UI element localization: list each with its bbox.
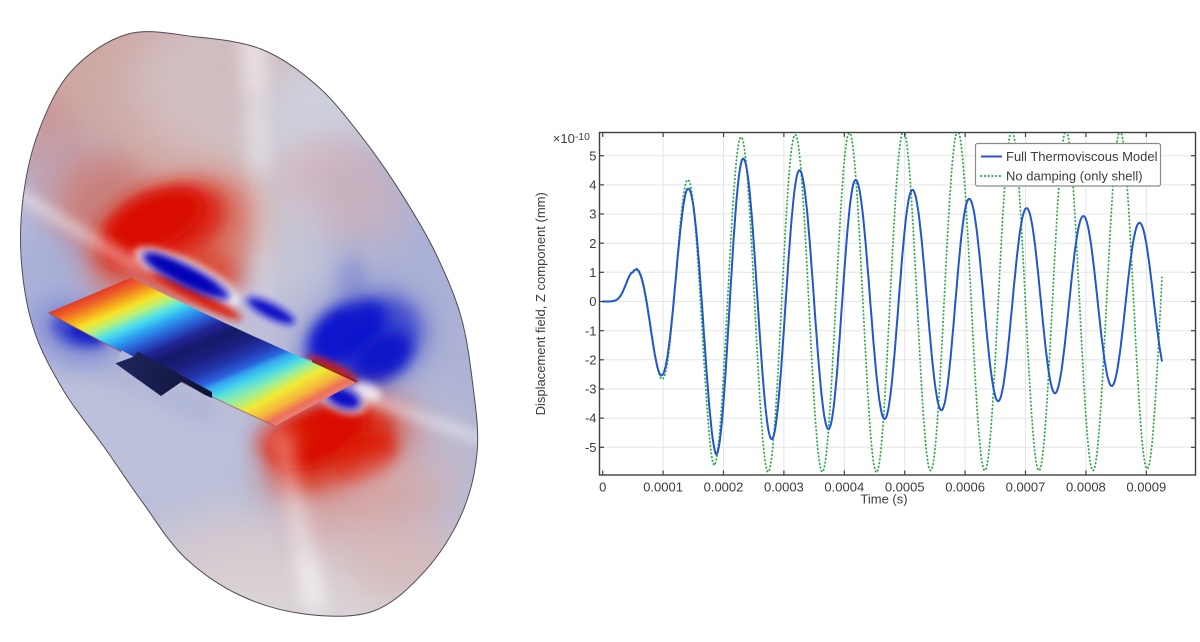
svg-text:0.0006: 0.0006: [945, 480, 985, 495]
svg-text:×10-10: ×10-10: [553, 131, 590, 146]
svg-text:Full Thermoviscous Model: Full Thermoviscous Model: [1006, 149, 1158, 164]
svg-text:Time (s): Time (s): [860, 492, 907, 507]
svg-text:-3: -3: [585, 382, 597, 397]
svg-text:3: 3: [589, 207, 596, 222]
svg-text:-5: -5: [585, 440, 597, 455]
svg-text:4: 4: [589, 178, 596, 193]
svg-text:No damping (only shell): No damping (only shell): [1006, 169, 1143, 184]
svg-text:0.0003: 0.0003: [764, 480, 804, 495]
svg-text:2: 2: [589, 236, 596, 251]
svg-text:0.0009: 0.0009: [1126, 480, 1166, 495]
svg-text:0.0004: 0.0004: [824, 480, 864, 495]
svg-text:0: 0: [599, 480, 606, 495]
svg-text:5: 5: [589, 148, 596, 163]
svg-text:0: 0: [589, 294, 596, 309]
svg-text:0.0007: 0.0007: [1006, 480, 1046, 495]
svg-text:-4: -4: [585, 411, 597, 426]
svg-text:0.0008: 0.0008: [1066, 480, 1106, 495]
svg-text:0.0005: 0.0005: [885, 480, 925, 495]
svg-text:0.0001: 0.0001: [643, 480, 683, 495]
svg-text:-1: -1: [585, 323, 597, 338]
svg-text:0.0002: 0.0002: [704, 480, 744, 495]
svg-text:1: 1: [589, 265, 596, 280]
svg-text:Displacement field, Z componen: Displacement field, Z component (mm): [533, 192, 548, 415]
svg-text:-2: -2: [585, 352, 597, 367]
